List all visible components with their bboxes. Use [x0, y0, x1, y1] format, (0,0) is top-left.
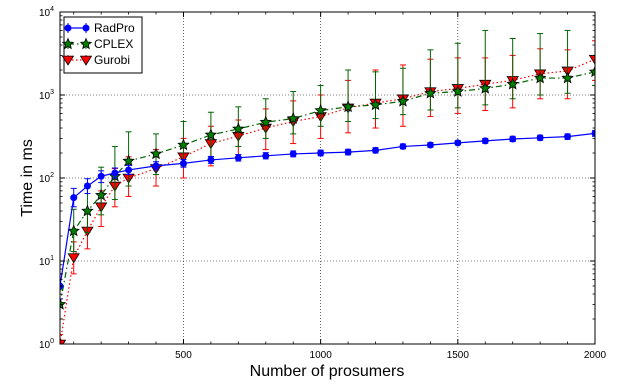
data-point — [536, 134, 544, 142]
data-point — [591, 129, 595, 137]
data-point — [588, 54, 595, 65]
legend-item-radpro: RadPro — [64, 21, 135, 35]
data-point — [204, 128, 218, 141]
data-point — [60, 297, 67, 310]
legend-item-cplex: CPLEX — [61, 37, 133, 51]
legend-marker — [79, 37, 93, 50]
x-tick-label: 2000 — [584, 350, 607, 361]
tick-labels: 500 1000 1500 2000 100 101 102 103 104 — [39, 6, 607, 361]
legend-marker — [82, 24, 90, 32]
data-point — [481, 137, 489, 145]
data-point — [177, 138, 190, 151]
data-point — [286, 112, 300, 124]
data-point — [561, 71, 574, 84]
legend-label: Gurobi — [94, 53, 130, 67]
x-tick-label: 1000 — [310, 350, 333, 361]
data-point — [426, 141, 434, 149]
x-tick-label: 500 — [175, 350, 192, 361]
data-point — [506, 77, 519, 90]
data-point — [234, 154, 242, 162]
data-point — [564, 133, 572, 141]
series-radpro — [60, 129, 595, 300]
data-point — [533, 71, 547, 84]
data-point — [67, 253, 80, 264]
y-tick-label: 101 — [39, 255, 54, 268]
legend-marker — [79, 55, 93, 66]
data-point — [152, 162, 160, 170]
data-point — [67, 224, 80, 237]
data-point — [341, 100, 355, 113]
y-tick-label: 103 — [39, 89, 54, 102]
legend-marker — [64, 24, 72, 32]
data-point — [70, 194, 78, 202]
data-point — [83, 182, 91, 190]
y-tick-label: 100 — [39, 338, 54, 351]
data-point — [122, 154, 135, 167]
legend-box — [63, 16, 143, 74]
data-point — [232, 122, 245, 135]
data-point — [262, 152, 270, 160]
data-point — [399, 142, 407, 150]
data-point — [454, 139, 462, 147]
legend: RadPro CPLEX Gurobi — [61, 16, 143, 74]
y-tick-label: 104 — [39, 6, 54, 19]
data-point — [259, 115, 272, 128]
data-point — [424, 86, 437, 99]
legend-marker — [61, 37, 75, 50]
data-point — [207, 156, 215, 164]
data-point — [317, 149, 325, 157]
data-point — [289, 150, 297, 158]
y-axis-title: Time in ms — [19, 139, 36, 217]
legend-item-gurobi: Gurobi — [61, 53, 130, 67]
data-point — [81, 204, 94, 217]
x-axis-title: Number of prosumers — [250, 363, 405, 380]
data-point — [588, 65, 595, 78]
legend-marker — [61, 55, 75, 66]
data-point — [509, 135, 517, 143]
data-point — [97, 172, 105, 180]
axis-ticks — [60, 11, 596, 345]
series-layer — [60, 29, 595, 344]
data-point — [372, 146, 380, 154]
data-point — [149, 147, 163, 160]
data-point — [179, 159, 187, 167]
data-point — [479, 81, 492, 94]
data-point — [396, 94, 410, 107]
data-point — [111, 169, 119, 177]
data-point — [369, 98, 382, 111]
data-point — [60, 339, 67, 344]
data-point — [344, 148, 352, 156]
legend-label: RadPro — [94, 21, 135, 35]
x-tick-label: 1500 — [447, 350, 470, 361]
data-point — [125, 166, 133, 174]
legend-label: CPLEX — [94, 37, 133, 51]
data-point — [451, 85, 465, 97]
y-tick-label: 102 — [39, 172, 54, 185]
data-point — [314, 103, 327, 116]
data-point — [94, 188, 108, 201]
